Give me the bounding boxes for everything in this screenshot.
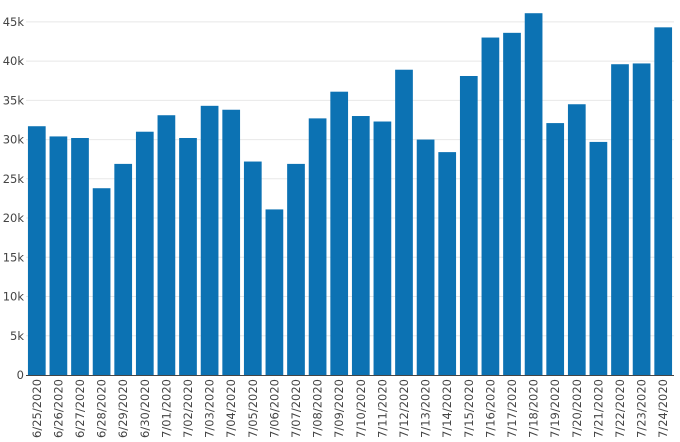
x-tick-label: 6/29/2020: [116, 379, 130, 438]
y-tick-label: 35k: [3, 93, 25, 107]
x-tick-label: 7/24/2020: [656, 379, 670, 438]
x-tick-label: 7/08/2020: [311, 379, 325, 438]
bar: [438, 152, 457, 375]
y-tick-label: 10k: [3, 290, 25, 304]
x-tick-label: 7/06/2020: [267, 379, 281, 438]
bar: [351, 116, 370, 376]
bar: [222, 109, 241, 376]
y-tick-label: 15k: [3, 250, 25, 264]
bar: [308, 118, 327, 375]
bar: [373, 121, 392, 375]
bar: [589, 141, 608, 375]
x-tick-label: 7/11/2020: [375, 379, 389, 438]
x-tick-label: 7/02/2020: [181, 379, 195, 438]
bar: [157, 115, 176, 376]
bar: [71, 137, 89, 375]
x-tick-label: 7/22/2020: [613, 379, 627, 438]
x-tick-label: 7/18/2020: [527, 379, 541, 438]
bar: [546, 123, 565, 376]
bar: [567, 104, 586, 375]
y-tick-label: 0: [17, 368, 24, 382]
bar: [27, 126, 46, 376]
bar: [114, 163, 133, 375]
x-tick-label: 7/03/2020: [203, 379, 217, 438]
x-tick-label: 6/27/2020: [73, 379, 87, 438]
bar: [481, 37, 500, 375]
bar: [654, 27, 673, 375]
x-tick-labels: 6/25/2020 6/26/2020 6/27/2020 6/28/2020 6/29…: [30, 379, 670, 438]
bar: [265, 209, 284, 375]
gridlines: [26, 21, 674, 337]
y-tick-label: 30k: [3, 133, 25, 147]
bar: [524, 13, 543, 376]
x-tick-label: 7/12/2020: [397, 379, 411, 438]
x-tick-label: 7/04/2020: [224, 379, 238, 438]
y-tick-label: 5k: [10, 329, 24, 343]
bar: [416, 139, 435, 375]
bar: [611, 64, 629, 376]
bar: [503, 32, 521, 376]
x-tick-label: 7/21/2020: [591, 379, 605, 438]
x-tick-label: 6/30/2020: [138, 379, 152, 438]
x-tick-label: 7/05/2020: [246, 379, 260, 438]
bar: [243, 161, 262, 375]
bar: [395, 69, 413, 375]
bar: [459, 75, 478, 375]
x-tick-label: 7/17/2020: [505, 379, 519, 438]
y-tick-labels: 0 5k 10k 15k 20k 25k 30k 35k 40k 45k: [3, 15, 25, 382]
x-tick-label: 7/09/2020: [332, 379, 346, 438]
x-tick-label: 7/16/2020: [483, 379, 497, 438]
bar: [92, 188, 111, 375]
x-tick-label: 7/23/2020: [635, 379, 649, 438]
y-tick-label: 25k: [3, 172, 25, 186]
bar: [49, 136, 68, 375]
y-tick-label: 20k: [3, 211, 25, 225]
x-tick-label: 7/15/2020: [462, 379, 476, 438]
bar: [179, 137, 197, 375]
x-tick-label: 7/13/2020: [419, 379, 433, 438]
bar: [135, 131, 154, 375]
x-tick-label: 7/10/2020: [354, 379, 368, 438]
bar: [632, 63, 651, 375]
bars: [27, 13, 673, 376]
x-tick-label: 6/28/2020: [95, 379, 109, 438]
bar: [200, 105, 219, 375]
x-tick-label: 6/25/2020: [30, 379, 44, 438]
x-tick-label: 7/01/2020: [159, 379, 173, 438]
y-tick-label: 45k: [3, 15, 25, 29]
y-tick-label: 40k: [3, 54, 25, 68]
x-tick-label: 7/14/2020: [440, 379, 454, 438]
bar: [287, 163, 305, 375]
x-tick-label: 6/26/2020: [51, 379, 65, 438]
x-tick-label: 7/19/2020: [548, 379, 562, 438]
x-tick-label: 7/07/2020: [289, 379, 303, 438]
x-tick-label: 7/20/2020: [570, 379, 584, 438]
bar: [330, 91, 349, 375]
